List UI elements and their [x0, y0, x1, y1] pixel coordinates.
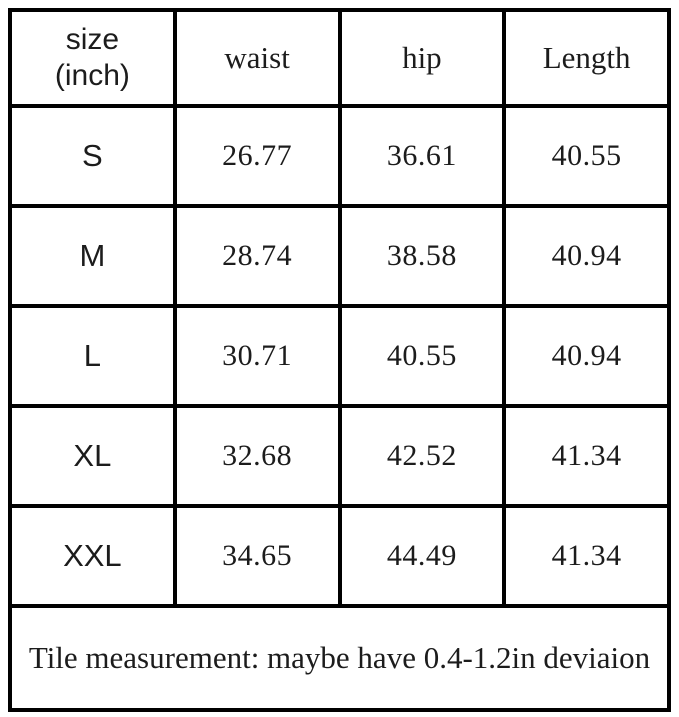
- hip-value-cell: 36.61: [337, 104, 507, 208]
- size-label-cell: L: [8, 304, 177, 408]
- size-label-cell: S: [8, 104, 177, 208]
- length-value-cell: 41.34: [502, 504, 671, 608]
- header-cell-waist: waist: [172, 8, 342, 108]
- header-cell-hip: hip: [337, 8, 507, 108]
- table-row-s: S 26.77 36.61 40.55: [8, 104, 671, 208]
- hip-value-cell: 40.55: [337, 304, 507, 408]
- hip-value-cell: 44.49: [337, 504, 507, 608]
- size-label-cell: XL: [8, 404, 177, 508]
- length-value-cell: 41.34: [502, 404, 671, 508]
- waist-value-cell: 34.65: [172, 504, 342, 608]
- length-value-cell: 40.94: [502, 204, 671, 308]
- size-label-cell: M: [8, 204, 177, 308]
- hip-value-cell: 42.52: [337, 404, 507, 508]
- size-chart-table: size (inch) waist hip Length S 26.77 36.…: [8, 8, 671, 712]
- length-value-cell: 40.94: [502, 304, 671, 408]
- size-label-cell: XXL: [8, 504, 177, 608]
- header-size-label-line2: (inch): [54, 59, 130, 92]
- waist-value-cell: 28.74: [172, 204, 342, 308]
- table-footer-row: Tile measurement: maybe have 0.4-1.2in d…: [8, 604, 671, 712]
- header-cell-length: Length: [502, 8, 671, 108]
- measurement-deviation-note: Tile measurement: maybe have 0.4-1.2in d…: [8, 604, 671, 712]
- waist-value-cell: 30.71: [172, 304, 342, 408]
- table-header-row: size (inch) waist hip Length: [8, 8, 671, 108]
- table-row-xxl: XXL 34.65 44.49 41.34: [8, 504, 671, 608]
- table-row-m: M 28.74 38.58 40.94: [8, 204, 671, 308]
- table-row-xl: XL 32.68 42.52 41.34: [8, 404, 671, 508]
- table-row-l: L 30.71 40.55 40.94: [8, 304, 671, 408]
- hip-value-cell: 38.58: [337, 204, 507, 308]
- length-value-cell: 40.55: [502, 104, 671, 208]
- waist-value-cell: 26.77: [172, 104, 342, 208]
- header-cell-size: size (inch): [8, 8, 177, 108]
- header-size-label-line1: size: [65, 23, 120, 56]
- waist-value-cell: 32.68: [172, 404, 342, 508]
